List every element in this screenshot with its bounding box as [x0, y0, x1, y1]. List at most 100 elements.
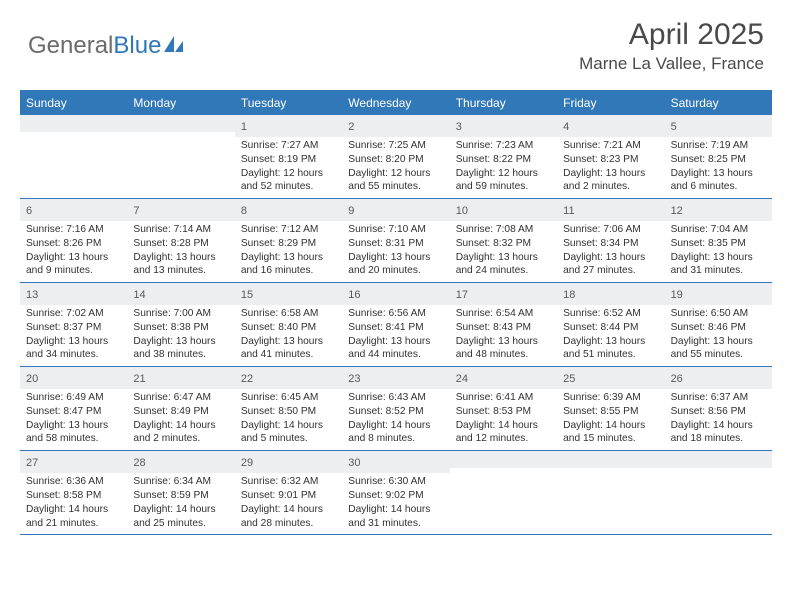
day-number-bar: 11 [557, 199, 664, 221]
day-content: Sunrise: 7:25 AMSunset: 8:20 PMDaylight:… [342, 137, 449, 198]
day-number: 8 [241, 205, 247, 217]
daylight-line-1: Daylight: 13 hours [241, 251, 336, 265]
sunrise-line: Sunrise: 7:16 AM [26, 223, 121, 237]
sunrise-line: Sunrise: 6:54 AM [456, 307, 551, 321]
calendar-day-cell: 12Sunrise: 7:04 AMSunset: 8:35 PMDayligh… [665, 199, 772, 282]
day-content: Sunrise: 7:14 AMSunset: 8:28 PMDaylight:… [127, 221, 234, 282]
sunset-line: Sunset: 9:01 PM [241, 489, 336, 503]
day-number-bar [20, 115, 127, 132]
sunset-line: Sunset: 8:49 PM [133, 405, 228, 419]
daylight-line-1: Daylight: 13 hours [348, 251, 443, 265]
day-number-bar: 12 [665, 199, 772, 221]
day-number: 20 [26, 373, 38, 385]
sunset-line: Sunset: 8:41 PM [348, 321, 443, 335]
sunset-line: Sunset: 8:47 PM [26, 405, 121, 419]
sunset-line: Sunset: 8:46 PM [671, 321, 766, 335]
daylight-line-1: Daylight: 14 hours [456, 419, 551, 433]
daylight-line-1: Daylight: 14 hours [133, 503, 228, 517]
day-number-bar: 30 [342, 451, 449, 473]
day-number-bar: 27 [20, 451, 127, 473]
daylight-line-1: Daylight: 13 hours [26, 251, 121, 265]
sunrise-line: Sunrise: 6:34 AM [133, 475, 228, 489]
calendar: SundayMondayTuesdayWednesdayThursdayFrid… [20, 90, 772, 535]
calendar-week-row: 20Sunrise: 6:49 AMSunset: 8:47 PMDayligh… [20, 367, 772, 451]
day-content: Sunrise: 7:27 AMSunset: 8:19 PMDaylight:… [235, 137, 342, 198]
daylight-line-2: and 12 minutes. [456, 432, 551, 446]
sunrise-line: Sunrise: 7:25 AM [348, 139, 443, 153]
sunrise-line: Sunrise: 7:14 AM [133, 223, 228, 237]
calendar-day-cell: 10Sunrise: 7:08 AMSunset: 8:32 PMDayligh… [450, 199, 557, 282]
day-content: Sunrise: 7:19 AMSunset: 8:25 PMDaylight:… [665, 137, 772, 198]
day-content: Sunrise: 7:04 AMSunset: 8:35 PMDaylight:… [665, 221, 772, 282]
sunset-line: Sunset: 8:34 PM [563, 237, 658, 251]
daylight-line-2: and 55 minutes. [671, 348, 766, 362]
sunrise-line: Sunrise: 7:08 AM [456, 223, 551, 237]
daylight-line-2: and 2 minutes. [563, 180, 658, 194]
daylight-line-1: Daylight: 13 hours [563, 335, 658, 349]
weekday-header-row: SundayMondayTuesdayWednesdayThursdayFrid… [20, 92, 772, 115]
day-number-bar: 19 [665, 283, 772, 305]
title-block: April 2025 Marne La Vallee, France [579, 18, 764, 74]
daylight-line-1: Daylight: 13 hours [26, 419, 121, 433]
calendar-day-cell: 8 Sunrise: 7:12 AMSunset: 8:29 PMDaylight… [235, 199, 342, 282]
day-content: Sunrise: 7:12 AMSunset: 8:29 PMDaylight:… [235, 221, 342, 282]
daylight-line-1: Daylight: 13 hours [456, 251, 551, 265]
day-number-bar: 20 [20, 367, 127, 389]
daylight-line-2: and 16 minutes. [241, 264, 336, 278]
day-number: 3 [456, 121, 462, 133]
daylight-line-2: and 25 minutes. [133, 517, 228, 531]
calendar-weeks: 1Sunrise: 7:27 AMSunset: 8:19 PMDaylight… [20, 115, 772, 535]
daylight-line-2: and 28 minutes. [241, 517, 336, 531]
weekday-header: Tuesday [235, 92, 342, 115]
calendar-day-cell: 26Sunrise: 6:37 AMSunset: 8:56 PMDayligh… [665, 367, 772, 450]
calendar-day-cell: 23Sunrise: 6:43 AMSunset: 8:52 PMDayligh… [342, 367, 449, 450]
calendar-day-cell: 1Sunrise: 7:27 AMSunset: 8:19 PMDaylight… [235, 115, 342, 198]
day-number: 22 [241, 373, 253, 385]
day-content: Sunrise: 7:21 AMSunset: 8:23 PMDaylight:… [557, 137, 664, 198]
day-number: 21 [133, 373, 145, 385]
day-number: 28 [133, 457, 145, 469]
header: GeneralBlue April 2025 Marne La Vallee, … [0, 0, 792, 82]
daylight-line-2: and 31 minutes. [348, 517, 443, 531]
day-number: 24 [456, 373, 468, 385]
day-number: 27 [26, 457, 38, 469]
sunrise-line: Sunrise: 6:47 AM [133, 391, 228, 405]
day-content: Sunrise: 6:52 AMSunset: 8:44 PMDaylight:… [557, 305, 664, 366]
day-number: 5 [671, 121, 677, 133]
day-number-bar: 10 [450, 199, 557, 221]
weekday-header: Wednesday [342, 92, 449, 115]
daylight-line-2: and 59 minutes. [456, 180, 551, 194]
logo: GeneralBlue [28, 32, 185, 60]
sunrise-line: Sunrise: 6:30 AM [348, 475, 443, 489]
day-number: 17 [456, 289, 468, 301]
sunrise-line: Sunrise: 7:10 AM [348, 223, 443, 237]
day-content: Sunrise: 6:50 AMSunset: 8:46 PMDaylight:… [665, 305, 772, 366]
day-content: Sunrise: 6:30 AMSunset: 9:02 PMDaylight:… [342, 473, 449, 534]
sunset-line: Sunset: 8:37 PM [26, 321, 121, 335]
daylight-line-2: and 51 minutes. [563, 348, 658, 362]
daylight-line-2: and 20 minutes. [348, 264, 443, 278]
sunrise-line: Sunrise: 7:06 AM [563, 223, 658, 237]
calendar-week-row: 1Sunrise: 7:27 AMSunset: 8:19 PMDaylight… [20, 115, 772, 199]
daylight-line-1: Daylight: 13 hours [563, 167, 658, 181]
day-content: Sunrise: 7:00 AMSunset: 8:38 PMDaylight:… [127, 305, 234, 366]
sunrise-line: Sunrise: 6:37 AM [671, 391, 766, 405]
sunrise-line: Sunrise: 6:52 AM [563, 307, 658, 321]
calendar-week-row: 27Sunrise: 6:36 AMSunset: 8:58 PMDayligh… [20, 451, 772, 535]
daylight-line-1: Daylight: 14 hours [563, 419, 658, 433]
day-number: 29 [241, 457, 253, 469]
daylight-line-1: Daylight: 14 hours [671, 419, 766, 433]
weekday-header: Friday [557, 92, 664, 115]
day-content: Sunrise: 6:32 AMSunset: 9:01 PMDaylight:… [235, 473, 342, 534]
sunset-line: Sunset: 8:40 PM [241, 321, 336, 335]
day-content: Sunrise: 7:06 AMSunset: 8:34 PMDaylight:… [557, 221, 664, 282]
day-number-bar: 15 [235, 283, 342, 305]
daylight-line-2: and 6 minutes. [671, 180, 766, 194]
day-content: Sunrise: 6:45 AMSunset: 8:50 PMDaylight:… [235, 389, 342, 450]
sunset-line: Sunset: 8:22 PM [456, 153, 551, 167]
daylight-line-1: Daylight: 14 hours [26, 503, 121, 517]
sunset-line: Sunset: 8:29 PM [241, 237, 336, 251]
day-number: 14 [133, 289, 145, 301]
day-number-bar: 8 [235, 199, 342, 221]
daylight-line-2: and 13 minutes. [133, 264, 228, 278]
